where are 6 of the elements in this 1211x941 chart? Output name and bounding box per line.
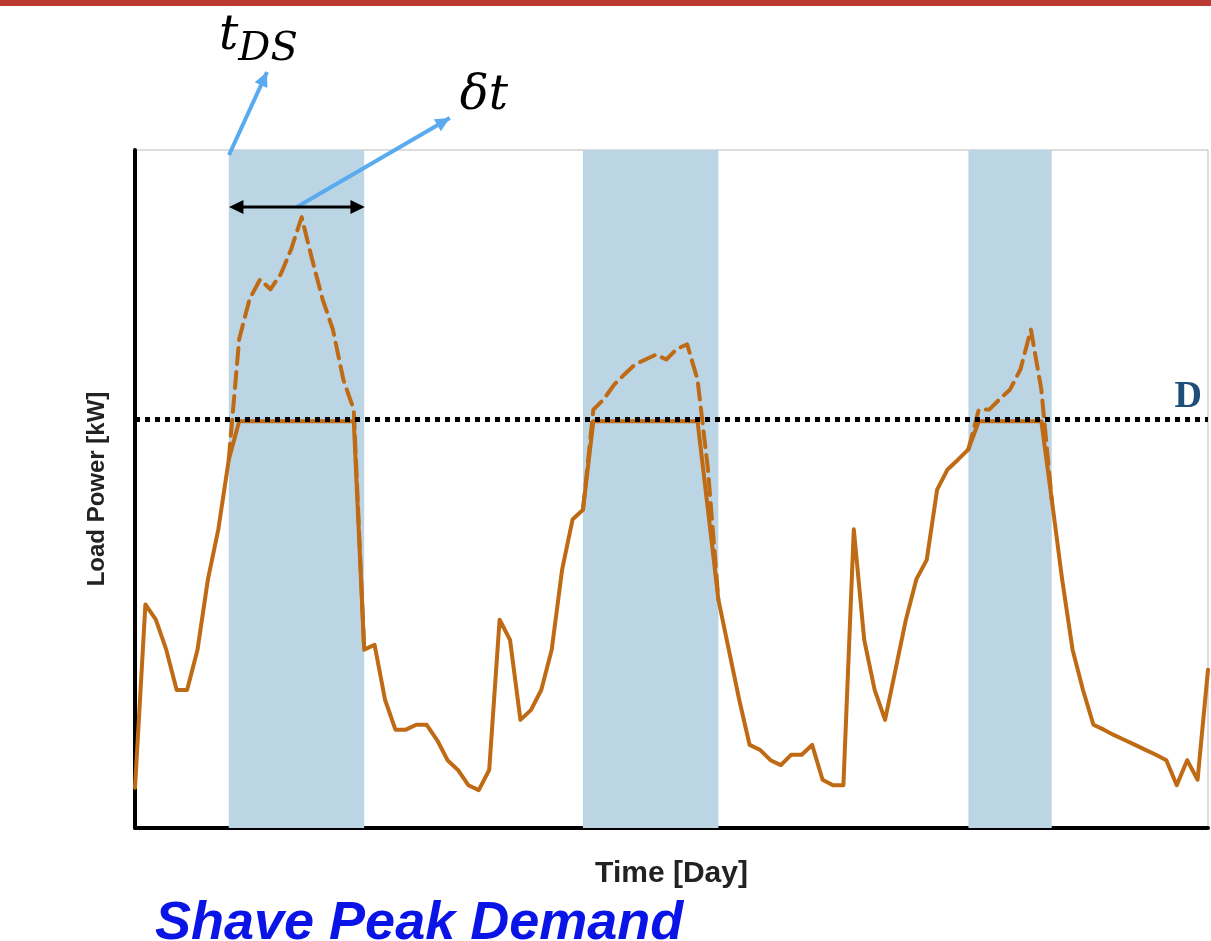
text: Shave Peak Demand xyxy=(155,890,684,941)
x-axis-title: Time [Day] xyxy=(595,854,748,888)
y-axis-title: Load Power [kW] xyxy=(81,391,109,587)
ref-line-label: D xyxy=(1174,372,1202,415)
text: δt xyxy=(459,64,508,120)
text: t$_{DS}$ xyxy=(219,4,298,69)
